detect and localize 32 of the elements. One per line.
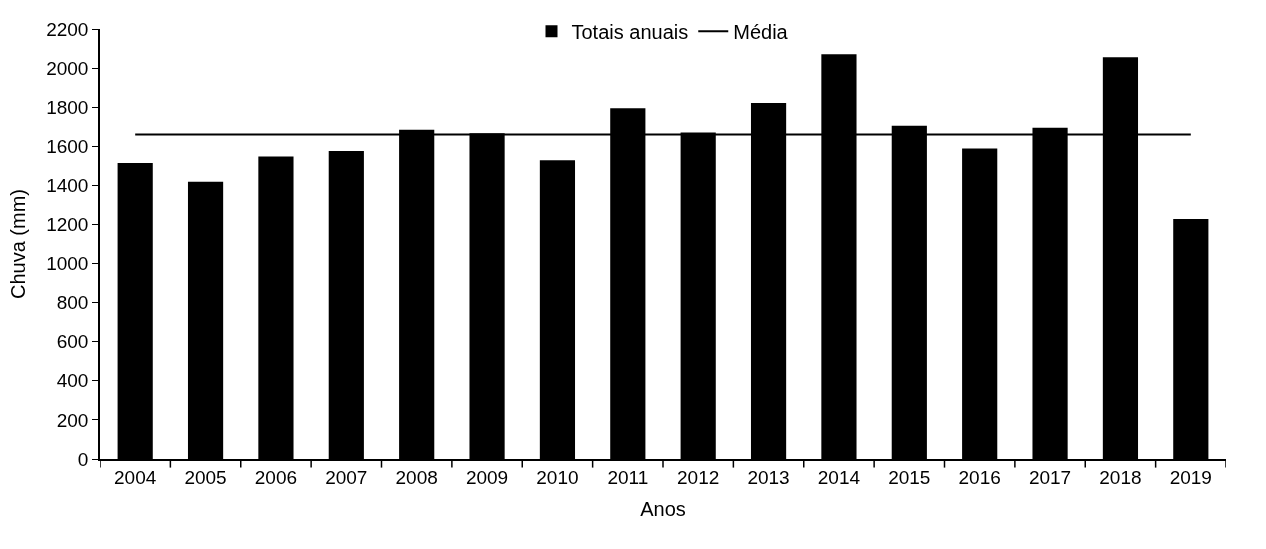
y-tick-label: 2200 — [46, 18, 89, 40]
x-tick-label: 2013 — [747, 466, 790, 488]
x-tick-label: 2004 — [114, 466, 157, 488]
x-tick-label: 2005 — [184, 466, 227, 488]
x-tick-label: 2017 — [1028, 466, 1072, 488]
y-tick-label: 800 — [56, 292, 89, 314]
x-tick-label: 2019 — [1169, 466, 1212, 488]
legend-label: Média — [733, 21, 789, 44]
x-tick-label: 2008 — [395, 466, 438, 488]
y-tick-label: 400 — [56, 370, 89, 392]
y-tick-label: 1600 — [46, 135, 89, 157]
y-axis-title: Chuva (mm) — [7, 188, 30, 300]
y-tick-label: 1400 — [46, 175, 89, 197]
x-tick-label: 2014 — [817, 466, 861, 488]
x-tick-label: 2012 — [677, 466, 720, 488]
y-tick-label: 1200 — [46, 214, 89, 236]
y-tick-label: 200 — [56, 409, 89, 431]
x-tick-label: 2011 — [607, 466, 649, 488]
x-tick-label: 2006 — [254, 466, 298, 488]
x-tick-label: 2016 — [958, 466, 1001, 488]
x-tick-label: 2010 — [536, 466, 579, 488]
x-tick-label: 2009 — [465, 466, 509, 488]
x-tick-label: 2007 — [325, 466, 368, 488]
x-tick-label: 2018 — [1099, 466, 1142, 488]
y-tick-label: 0 — [77, 448, 89, 470]
y-tick-label: 600 — [56, 331, 89, 353]
y-tick-label: 2000 — [46, 57, 89, 79]
legend-label: Totais anuais — [571, 21, 689, 44]
y-tick-label: 1000 — [46, 253, 89, 275]
x-tick-label: 2015 — [888, 466, 931, 488]
y-tick-label: 1800 — [46, 96, 89, 118]
x-axis-title: Anos — [640, 497, 686, 520]
